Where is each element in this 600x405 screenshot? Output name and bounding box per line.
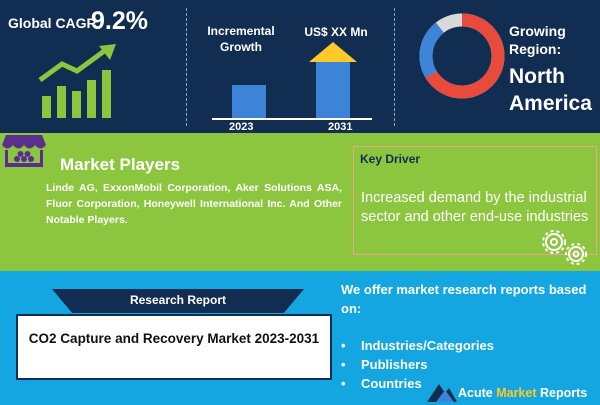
players-driver-band [0, 133, 600, 271]
growth-chart-icon [38, 44, 116, 118]
brand-part-3: Reports [536, 386, 588, 400]
divider [186, 8, 187, 126]
logo-icon [427, 384, 457, 402]
bar-2023 [232, 85, 266, 118]
growing-region-label: Growing Region: [509, 23, 566, 57]
baseline [212, 118, 372, 120]
offer-intro: We offer market research reports based o… [341, 282, 587, 316]
key-driver-title: Key Driver [360, 152, 421, 166]
gear-icon [542, 230, 587, 265]
brand-part-2: Market [496, 386, 537, 400]
growing-region-name: North America [509, 65, 592, 115]
brand-part-1: Acute [458, 386, 497, 400]
market-value-label: US$ XX Mn [304, 25, 368, 39]
offer-item-publishers: Publishers [341, 355, 494, 374]
growth-arrow-bar-icon [309, 42, 357, 120]
offer-list: Industries/Categories Publishers Countri… [341, 336, 494, 393]
brand-logo-text: Acute Market Reports [458, 386, 587, 400]
cagr-label: Global CAGR [8, 15, 97, 31]
cagr-value: 9.2% [91, 7, 148, 35]
offer-item-countries: Countries [341, 374, 494, 393]
donut-chart-icon [419, 13, 505, 99]
report-title-box [16, 314, 332, 380]
end-year: 2031 [328, 121, 353, 133]
market-players-title: Market Players [60, 155, 181, 174]
key-driver-box [353, 146, 597, 255]
offer-item-industries: Industries/Categories [341, 336, 494, 355]
key-driver-text: Increased demand by the industrial secto… [361, 190, 589, 225]
market-players-list: Linde AG, ExxonMobil Corporation, Aker S… [46, 182, 342, 226]
start-year: 2023 [229, 121, 254, 133]
divider [394, 8, 395, 126]
market-stall-icon [2, 135, 46, 167]
research-report-banner [52, 289, 304, 313]
incremental-growth-label: Incremental Growth [207, 24, 275, 54]
report-title: CO2 Capture and Recovery Market 2023-203… [28, 331, 320, 346]
research-report-label: Research Report [129, 293, 227, 307]
